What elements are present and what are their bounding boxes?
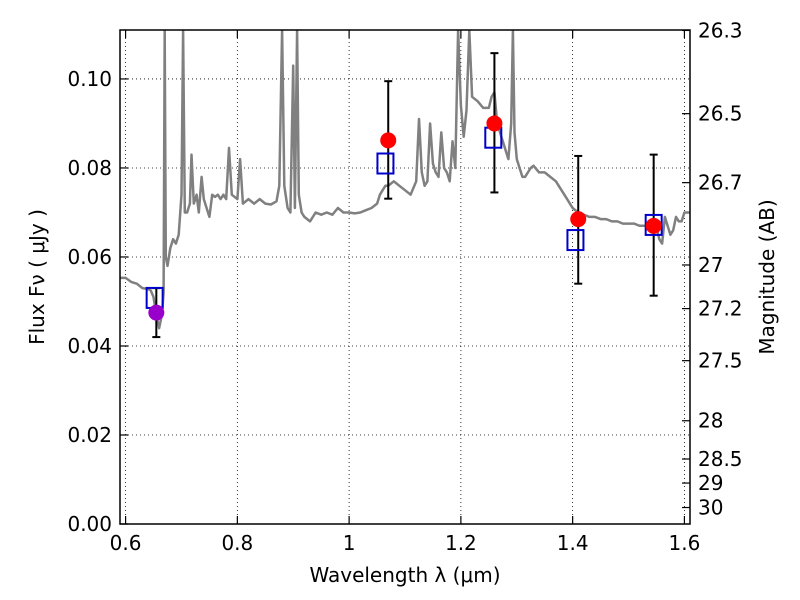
model-point (376, 152, 395, 175)
y-tick-label: 0.00 (67, 512, 112, 536)
observed-point (570, 211, 587, 228)
x-axis-label: Wavelength λ (μm) (309, 563, 500, 587)
y-axis-label: Flux Fν ( μJy ) (25, 209, 49, 345)
x-tick-label: 1.2 (445, 531, 477, 555)
observed-point (645, 217, 662, 234)
model-point (566, 229, 585, 252)
y-tick-label: 0.08 (67, 156, 112, 180)
plot-frame (119, 29, 691, 525)
photometry-markers (145, 115, 663, 321)
x-tick-label: 0.8 (221, 531, 253, 555)
y2-tick-label: 27.2 (698, 297, 743, 321)
observed-point (486, 115, 503, 132)
y2-tick-label: 26.5 (698, 102, 743, 126)
x-tick-label: 1.4 (557, 531, 589, 555)
x-tick-label: 1 (343, 531, 356, 555)
y2-tick-label: 28 (698, 409, 723, 433)
model-point (644, 213, 663, 236)
y2-tick-label: 30 (698, 496, 723, 520)
observed-point (380, 132, 397, 149)
y2-tick-label: 27 (698, 253, 723, 277)
axis-ticks: 0.6 0.8 1 1.2 1.4 1.6 0.00 0.02 0.04 0.06 0.08 0.10… (67, 18, 742, 555)
y2-tick-label: 26.7 (698, 171, 743, 195)
y2-tick-label: 26.3 (698, 18, 743, 42)
error-bars (152, 52, 658, 339)
y2-axis-label: Magnitude (AB) (755, 199, 779, 354)
x-tick-label: 0.6 (110, 531, 142, 555)
y-tick-label: 0.06 (67, 245, 112, 269)
model-spectrum (120, 30, 690, 330)
spectrum-line (120, 30, 690, 330)
grid-lines (120, 30, 690, 524)
y2-tick-label: 28.5 (698, 447, 743, 471)
x-tick-label: 1.6 (669, 531, 701, 555)
observed-point (148, 304, 165, 321)
y2-tick-label: 27.5 (698, 349, 743, 373)
y2-tick-label: 29 (698, 471, 723, 495)
y-tick-label: 0.02 (67, 423, 112, 447)
y-tick-label: 0.10 (67, 67, 112, 91)
y-tick-label: 0.04 (67, 334, 112, 358)
